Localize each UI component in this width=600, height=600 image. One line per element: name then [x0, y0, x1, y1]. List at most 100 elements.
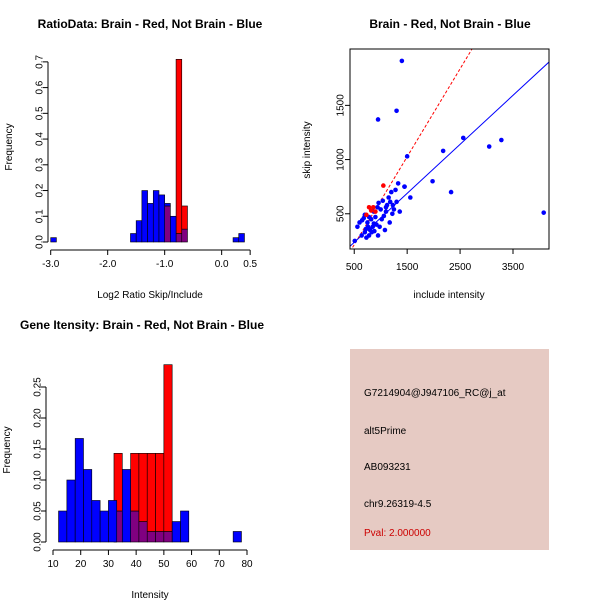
non-brain-point [440, 148, 446, 154]
brain-bar [163, 364, 173, 532]
non-brain-point [365, 220, 370, 225]
brain-point [373, 209, 378, 214]
x-tick-label: 10 [47, 559, 59, 570]
non-brain-point [541, 210, 547, 215]
brain-bar [138, 453, 148, 522]
y-tick-label: 0.25 [33, 377, 44, 397]
non-brain-bar [232, 531, 242, 543]
x-tick-label: 20 [75, 559, 87, 570]
x-tick-label: 70 [214, 559, 226, 570]
x-tick-label: 50 [158, 559, 170, 570]
ratio-histogram: RatioData: Brain - Red, Not Brain - Blue… [4, 17, 263, 300]
non-brain-bar [121, 469, 131, 543]
non-brain-point [375, 233, 381, 238]
y-tick-label: 0.0 [35, 235, 46, 249]
overlap-bar [146, 531, 156, 543]
non-brain-point [383, 204, 389, 210]
non-brain-point [397, 209, 403, 214]
non-brain-point [387, 220, 392, 225]
x-tick-label: 2500 [449, 262, 472, 273]
x-tick-label: -1.0 [156, 259, 174, 270]
y-tick-label: 0.15 [33, 439, 44, 459]
non-brain-point [394, 199, 399, 205]
y-tick-label: 500 [336, 205, 347, 222]
non-brain-bar [238, 233, 245, 243]
non-brain-bar [91, 500, 101, 543]
overlap-bar [164, 205, 171, 243]
x-tick-label: 1500 [396, 262, 419, 273]
x-tick-label: -3.0 [42, 259, 60, 270]
gene-ylabel: Frequency [2, 426, 13, 473]
non-brain-point [395, 181, 401, 186]
gene-intensity-histogram: Gene Itensity: Brain - Red, Not Brain - … [2, 318, 264, 600]
intensity-scatter: Brain - Red, Not Brain - Blue include in… [302, 17, 550, 300]
ratio-title: RatioData: Brain - Red, Not Brain - Blue [38, 17, 263, 31]
non-brain-point [378, 207, 383, 212]
non-brain-point [390, 211, 395, 217]
non-brain-point [390, 202, 396, 208]
non-brain-bar [180, 510, 190, 543]
x-tick-label: 80 [241, 559, 253, 570]
non-brain-bar [83, 469, 93, 543]
brain-point [370, 204, 376, 210]
scatter-ylabel: skip intensity [302, 121, 313, 178]
ratio-ylabel: Frequency [4, 123, 15, 170]
x-tick-label: 3500 [502, 262, 525, 273]
non-brain-point [355, 224, 360, 230]
overlap-bar [181, 228, 188, 243]
ratio-xlabel: Log2 Ratio Skip/Include [97, 290, 203, 300]
non-brain-point [399, 58, 405, 64]
probe-id: G7214904@J947106_RC@j_at [364, 388, 506, 399]
probe-info-panel: G7214904@J947106_RC@j_at alt5Prime AB093… [350, 349, 549, 550]
x-tick-label: 40 [131, 559, 143, 570]
non-brain-bar [147, 203, 154, 243]
y-tick-label: 0.2 [35, 183, 46, 197]
accession: AB093231 [364, 462, 411, 473]
non-brain-bar [158, 194, 165, 243]
overlap-bar [155, 531, 165, 543]
non-brain-point [448, 189, 454, 195]
non-brain-point [371, 221, 377, 226]
non-brain-point [375, 117, 381, 122]
y-tick-label: 0.05 [33, 501, 44, 521]
y-tick-label: 0.20 [33, 408, 44, 428]
y-tick-label: 0.5 [35, 106, 46, 120]
non-brain-point [352, 238, 358, 244]
non-brain-point [366, 233, 372, 238]
x-tick-label: -2.0 [99, 259, 117, 270]
non-brain-point [387, 199, 393, 205]
event-type: alt5Prime [364, 426, 407, 437]
brain-bar [130, 453, 140, 512]
non-brain-bar [170, 215, 177, 243]
y-tick-label: 0.6 [35, 80, 46, 94]
non-brain-bar [171, 521, 181, 543]
brain-bar [175, 58, 183, 234]
non-brain-bar [50, 237, 57, 243]
overlap-bar [163, 531, 173, 543]
gene-title: Gene Itensity: Brain - Red, Not Brain - … [20, 318, 264, 332]
x-tick-label: 0.5 [243, 259, 257, 270]
x-tick-label: 0.0 [215, 259, 229, 270]
non-brain-point [430, 178, 435, 184]
overlap-bar [175, 233, 183, 243]
non-brain-point [486, 144, 492, 149]
y-tick-label: 0.10 [33, 470, 44, 490]
non-brain-point [460, 135, 466, 141]
non-brain-point [359, 217, 365, 223]
non-brain-point [382, 227, 388, 233]
brain-bar [181, 205, 188, 230]
non-brain-point [381, 213, 387, 219]
non-brain-point [376, 200, 381, 206]
brain-point [366, 204, 372, 210]
p-value: Pval: 2.000000 [364, 528, 431, 539]
non-brain-point [388, 189, 394, 195]
brain-point [381, 183, 386, 188]
gene-xlabel: Intensity [131, 590, 168, 600]
x-tick-label: 500 [346, 262, 363, 273]
non-brain-bar [108, 500, 118, 543]
info-panel-background [350, 349, 549, 550]
non-brain-point [380, 198, 386, 204]
non-brain-bar [152, 190, 160, 243]
brain-bar [155, 453, 165, 532]
x-tick-label: 60 [186, 559, 198, 570]
